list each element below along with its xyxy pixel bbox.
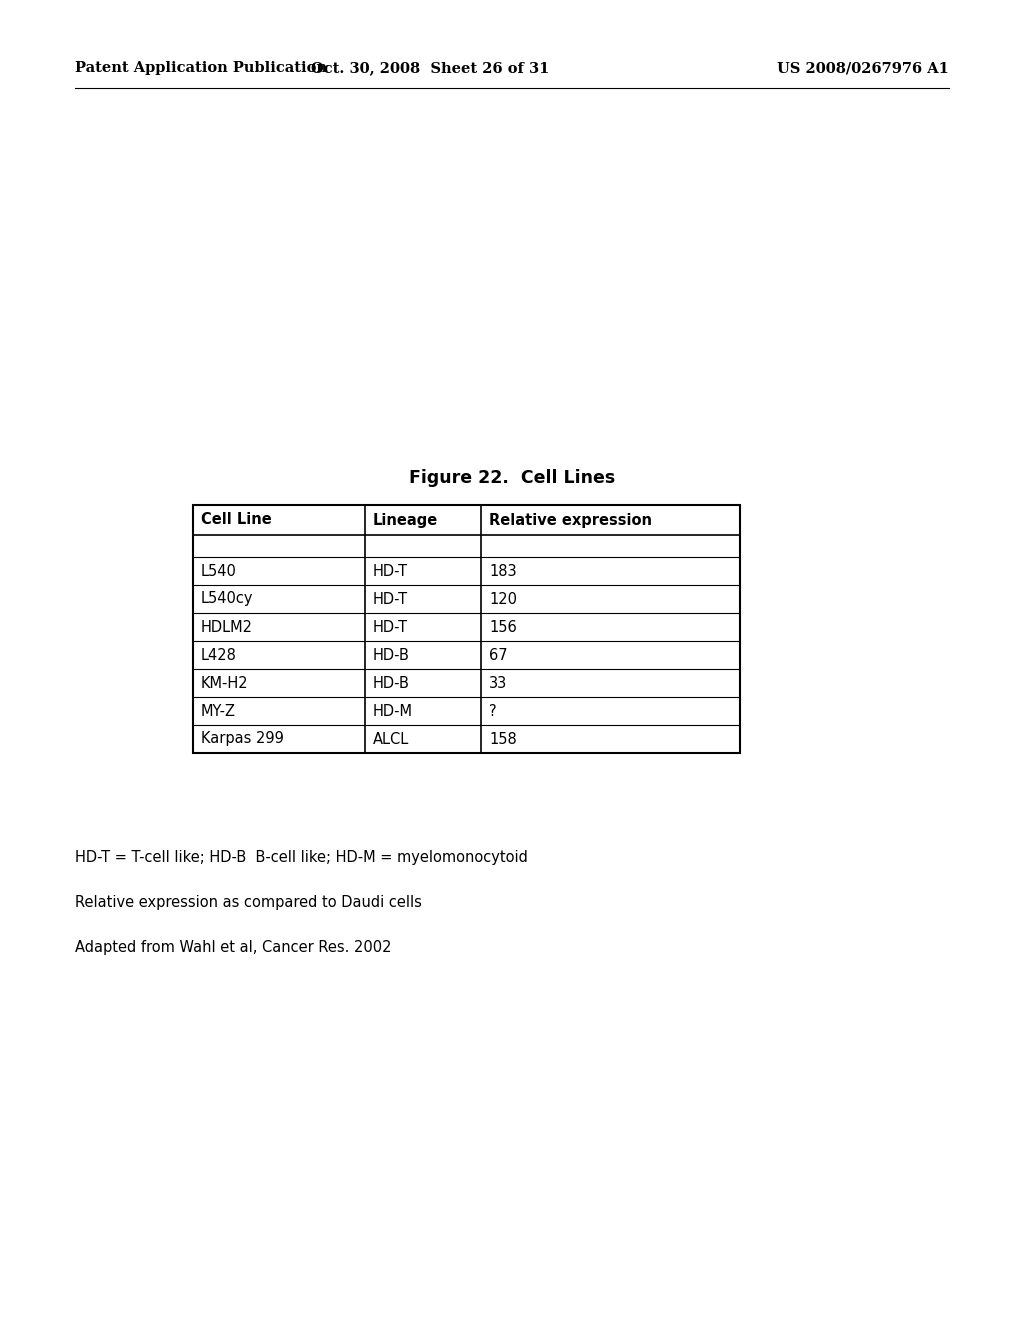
Text: 120: 120	[489, 591, 517, 606]
Text: L428: L428	[201, 648, 237, 663]
Text: HD-T: HD-T	[373, 591, 409, 606]
Text: Adapted from Wahl et al, Cancer Res. 2002: Adapted from Wahl et al, Cancer Res. 200…	[75, 940, 391, 954]
Text: HD-T: HD-T	[373, 619, 409, 635]
Text: Oct. 30, 2008  Sheet 26 of 31: Oct. 30, 2008 Sheet 26 of 31	[311, 61, 549, 75]
Bar	[193, 506, 740, 752]
Text: 158: 158	[489, 731, 517, 747]
Text: HD-T: HD-T	[373, 564, 409, 578]
Text: HD-M: HD-M	[373, 704, 413, 718]
Text: Karpas 299: Karpas 299	[201, 731, 284, 747]
Text: ALCL: ALCL	[373, 731, 410, 747]
Text: 67: 67	[489, 648, 508, 663]
Text: Patent Application Publication: Patent Application Publication	[75, 61, 327, 75]
Text: 183: 183	[489, 564, 517, 578]
Text: L540cy: L540cy	[201, 591, 254, 606]
Text: Cell Line: Cell Line	[201, 512, 271, 528]
Text: HD-B: HD-B	[373, 648, 410, 663]
Text: L540: L540	[201, 564, 237, 578]
Text: HD-B: HD-B	[373, 676, 410, 690]
Text: Lineage: Lineage	[373, 512, 438, 528]
Text: Relative expression as compared to Daudi cells: Relative expression as compared to Daudi…	[75, 895, 422, 909]
Text: Figure 22.  Cell Lines: Figure 22. Cell Lines	[409, 469, 615, 487]
Text: 33: 33	[489, 676, 507, 690]
Text: 156: 156	[489, 619, 517, 635]
Text: KM-H2: KM-H2	[201, 676, 249, 690]
Text: HD-T = T-cell like; HD-B  B-cell like; HD-M = myelomonocytoid: HD-T = T-cell like; HD-B B-cell like; HD…	[75, 850, 528, 865]
Text: ?: ?	[489, 704, 497, 718]
Text: MY-Z: MY-Z	[201, 704, 236, 718]
Text: US 2008/0267976 A1: US 2008/0267976 A1	[777, 61, 949, 75]
Text: HDLM2: HDLM2	[201, 619, 253, 635]
Text: Relative expression: Relative expression	[489, 512, 652, 528]
